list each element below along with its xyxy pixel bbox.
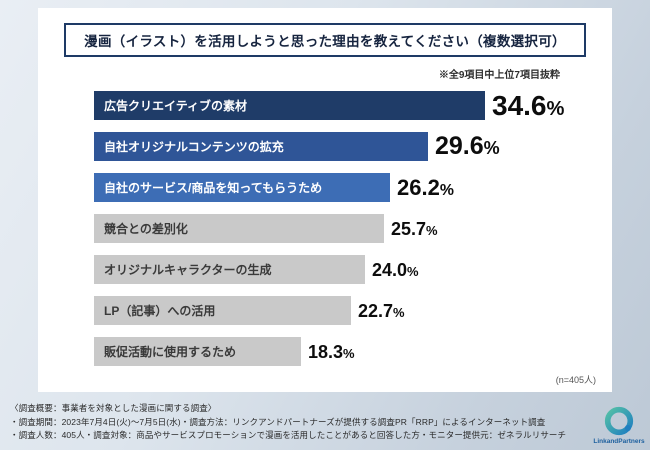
chart-card: 漫画（イラスト）を活用しようと思った理由を教えてください（複数選択可） ※全9項… — [38, 8, 612, 392]
bar-row: 販促活動に使用するため 18.3% — [94, 337, 612, 366]
survey-overview-line1: 〈調査概要：事業者を対象とした漫画に関する調査〉 — [10, 403, 217, 414]
chart-title: 漫画（イラスト）を活用しようと思った理由を教えてください（複数選択可） — [84, 34, 566, 49]
bar-row: 競合との差別化 25.7% — [94, 214, 612, 243]
bar: 競合との差別化 — [94, 214, 384, 243]
bar: LP（記事）への活用 — [94, 296, 351, 325]
bar-value-label: 18.3% — [308, 341, 355, 362]
bar-row: LP（記事）への活用 22.7% — [94, 296, 612, 325]
company-logo-icon — [604, 406, 634, 436]
bar: 自社のサービス/商品を知ってもらうため — [94, 173, 390, 202]
bar-row: 広告クリエイティブの素材 34.6% — [94, 91, 612, 120]
bar-value-label: 22.7% — [358, 300, 405, 321]
survey-overview-line3: ・調査人数：405人・調査対象：商品やサービスプロモーションで漫画を活用したこと… — [10, 430, 567, 441]
bar: 販促活動に使用するため — [94, 337, 301, 366]
bar-value-label: 26.2% — [397, 174, 454, 200]
company-logo: LinkandPartners — [593, 405, 645, 445]
bar-category-label: 広告クリエイティブの素材 — [104, 99, 248, 113]
bar: 広告クリエイティブの素材 — [94, 91, 485, 120]
sample-size-label: (n=405人) — [555, 375, 596, 385]
bar-value-label: 25.7% — [391, 218, 438, 239]
chart-note: ※全9項目中上位7項目抜粋 — [438, 70, 560, 81]
bar-value-label: 34.6% — [492, 89, 565, 121]
bar-row: 自社のサービス/商品を知ってもらうため 26.2% — [94, 173, 612, 202]
survey-overview: 〈調査概要：事業者を対象とした漫画に関する調査〉 ・調査期間：2023年7月4日… — [10, 402, 578, 443]
company-logo-text: LinkandPartners — [593, 438, 645, 445]
bar-category-label: 自社のサービス/商品を知ってもらうため — [104, 181, 323, 195]
bar-row: 自社オリジナルコンテンツの拡充 29.6% — [94, 132, 612, 161]
bar-category-label: 販促活動に使用するため — [104, 345, 237, 359]
bar: 自社オリジナルコンテンツの拡充 — [94, 132, 428, 161]
bar-chart: 広告クリエイティブの素材 34.6% 自社オリジナルコンテンツの拡充 29.6% 自社の… — [94, 91, 612, 366]
chart-title-box: 漫画（イラスト）を活用しようと思った理由を教えてください（複数選択可） — [64, 23, 586, 57]
bar-category-label: LP（記事）への活用 — [104, 304, 216, 318]
bar-row: オリジナルキャラクターの生成 24.0% — [94, 255, 612, 284]
survey-overview-line2: ・調査期間：2023年7月4日(火)〜7月5日(水)・調査方法：リンクアンドパー… — [10, 416, 546, 427]
bar: オリジナルキャラクターの生成 — [94, 255, 365, 284]
bar-value-label: 24.0% — [372, 259, 419, 280]
bar-category-label: 競合との差別化 — [104, 222, 188, 236]
bar-category-label: オリジナルキャラクターの生成 — [104, 263, 272, 277]
bar-value-label: 29.6% — [435, 132, 500, 160]
bar-category-label: 自社オリジナルコンテンツの拡充 — [104, 140, 284, 154]
